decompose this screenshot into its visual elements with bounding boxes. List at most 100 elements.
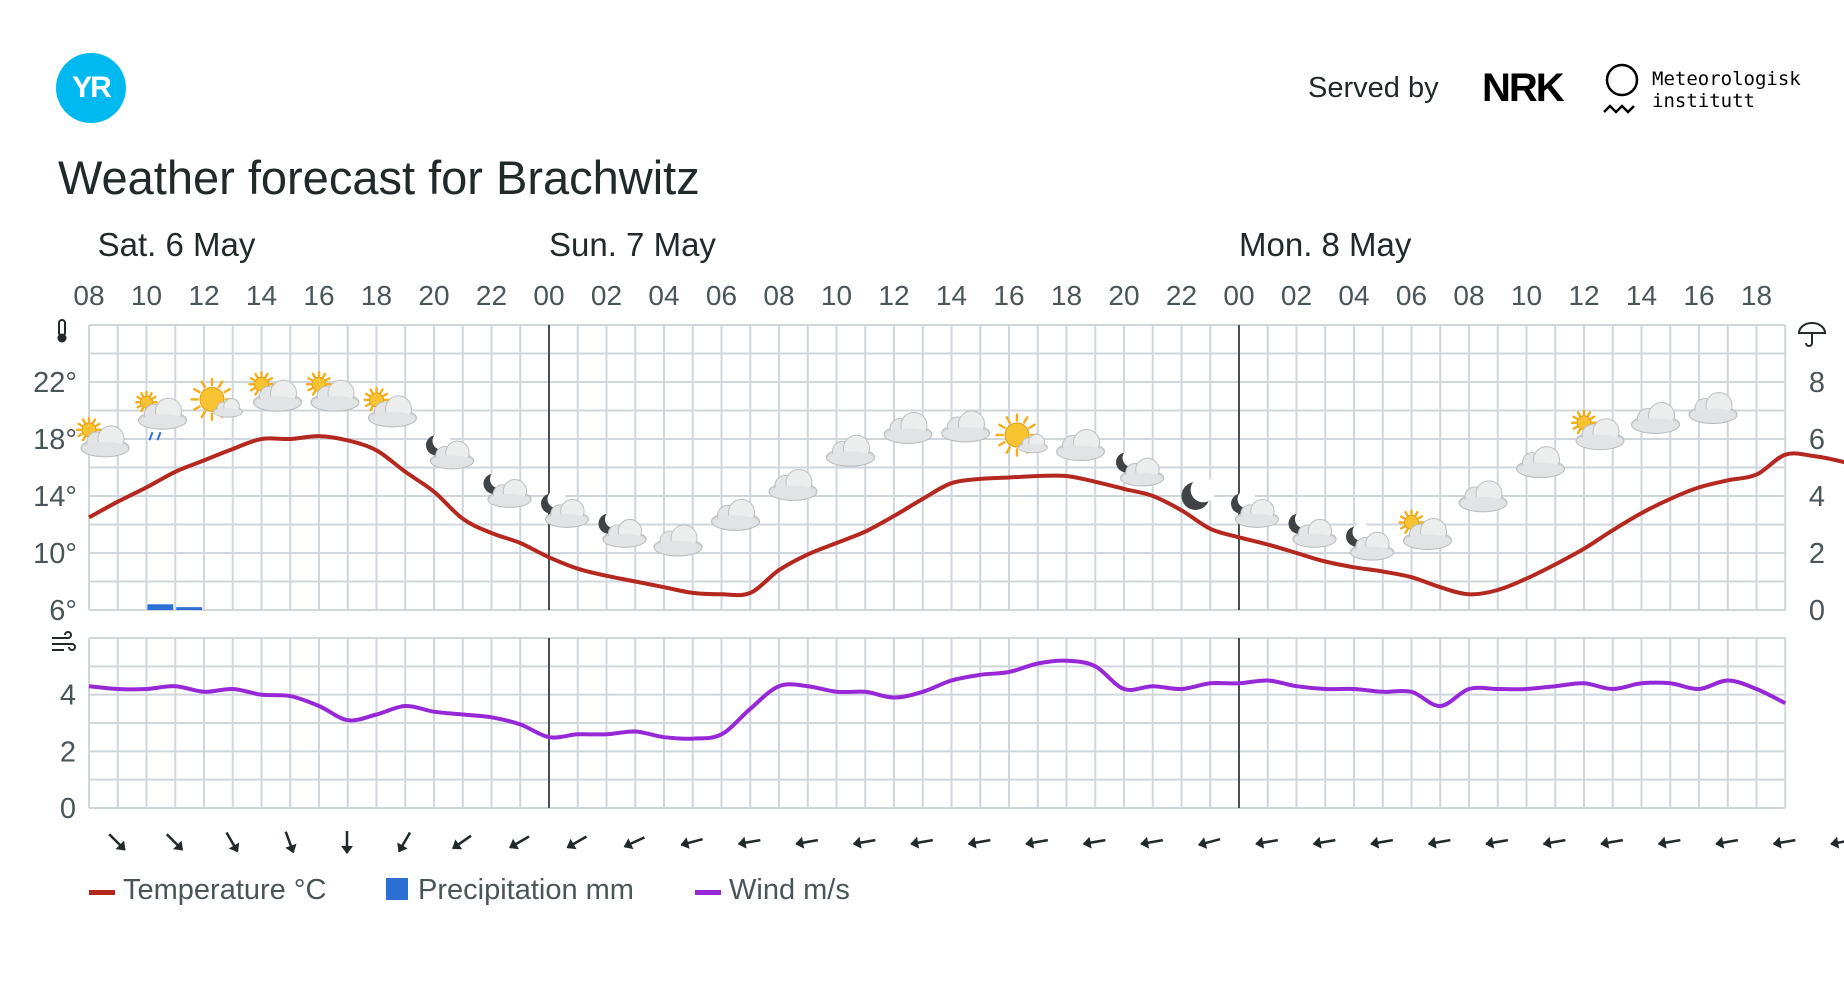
cloud-fill bbox=[1351, 546, 1393, 560]
wind-arrow-icon bbox=[852, 836, 876, 849]
sun-ray bbox=[321, 372, 327, 379]
sun-ray bbox=[307, 387, 313, 392]
wind-arrow-icon bbox=[397, 831, 412, 853]
wind-arrow-icon bbox=[165, 833, 184, 851]
sun-ray bbox=[91, 418, 97, 424]
hour-label: 22 bbox=[1166, 280, 1197, 311]
wind-arrow-head bbox=[228, 842, 240, 853]
sun-ray bbox=[254, 390, 259, 396]
sun-ray bbox=[1572, 415, 1578, 420]
cloud-fill bbox=[254, 396, 301, 411]
wind-arrow-head bbox=[397, 842, 408, 853]
wind-arrow-icon bbox=[1657, 836, 1681, 849]
partly-cloudy-day-icon bbox=[305, 371, 360, 412]
wind-arrow-icon bbox=[509, 835, 530, 850]
temp-tick-label: 22° bbox=[33, 367, 77, 399]
cloud-fill bbox=[1236, 513, 1278, 527]
wind-arrow-head bbox=[795, 836, 805, 849]
legend-temperature-swatch bbox=[89, 890, 115, 895]
hour-label: 10 bbox=[1511, 280, 1542, 311]
legend-wind-swatch bbox=[695, 890, 721, 895]
hour-label: 10 bbox=[131, 280, 162, 311]
hour-label: 12 bbox=[188, 280, 219, 311]
hour-label: 00 bbox=[533, 280, 564, 311]
hour-label: 20 bbox=[1108, 280, 1139, 311]
partly-cloudy-night-icon bbox=[541, 490, 590, 528]
light-rain-partly-cloudy-icon bbox=[135, 390, 187, 441]
sun-ray bbox=[1572, 425, 1578, 430]
sun-ray bbox=[1005, 446, 1012, 454]
yr-logo[interactable]: YR bbox=[56, 53, 126, 123]
wind-arrow-icon bbox=[680, 837, 703, 849]
sun-ray bbox=[311, 390, 317, 396]
sun-ray bbox=[140, 407, 145, 413]
day-label: Mon. 8 May bbox=[1239, 226, 1412, 263]
cloud-fill bbox=[1517, 462, 1564, 477]
wind-arrow-icon bbox=[967, 836, 991, 849]
temp-tick-label: 10° bbox=[33, 538, 77, 570]
wind-arrow-head bbox=[1025, 836, 1035, 849]
wind-arrow-head bbox=[680, 837, 690, 849]
sun-ray bbox=[151, 395, 157, 400]
wind-arrow-icon bbox=[108, 833, 126, 851]
wind-arrow-head bbox=[452, 839, 463, 850]
cloud-fill bbox=[1019, 443, 1047, 453]
umbrella-handle bbox=[1805, 333, 1813, 347]
sun-ray bbox=[200, 380, 207, 389]
sun-ray bbox=[1028, 423, 1036, 430]
cloud-fill bbox=[1404, 534, 1451, 549]
sun-ray bbox=[369, 405, 374, 412]
hour-label: 14 bbox=[246, 280, 277, 311]
sun-ray bbox=[382, 392, 389, 397]
sun-ray bbox=[1417, 515, 1424, 520]
sun-ray bbox=[264, 372, 269, 379]
wind-arrow-icon bbox=[284, 831, 297, 854]
sun-ray bbox=[1404, 528, 1409, 535]
wind-arrow-head bbox=[1370, 836, 1380, 849]
sun-ray bbox=[1404, 510, 1409, 517]
wind-arrow-icon bbox=[1485, 836, 1509, 849]
cloudy-icon bbox=[653, 524, 703, 557]
umbrella-canopy bbox=[1797, 322, 1827, 334]
wind-strokes bbox=[52, 631, 76, 651]
temp-tick-label: 6° bbox=[49, 595, 77, 627]
wind-arrow-icon bbox=[1830, 836, 1844, 849]
moon-cutout bbox=[605, 510, 623, 529]
wind-arrow-head bbox=[1427, 836, 1437, 849]
cloud-fill bbox=[655, 541, 701, 556]
hour-label: 16 bbox=[303, 280, 334, 311]
sun-ray bbox=[364, 402, 371, 408]
wind-arrow-head bbox=[1312, 836, 1322, 849]
hour-label: 12 bbox=[878, 280, 909, 311]
cloudy-icon bbox=[711, 498, 760, 531]
hour-label: 06 bbox=[706, 280, 737, 311]
cloud-fill bbox=[603, 533, 646, 547]
cloudy-icon bbox=[1516, 446, 1565, 479]
sun-ray bbox=[193, 405, 201, 411]
partly-cloudy-day-icon bbox=[248, 371, 302, 412]
partly-cloudy-night-icon bbox=[1116, 448, 1165, 487]
met-line-2: institutt bbox=[1652, 90, 1755, 112]
sun-ray bbox=[1576, 411, 1582, 417]
cloud-fill bbox=[214, 408, 242, 417]
hour-label: 20 bbox=[418, 280, 449, 311]
cloudy-icon bbox=[1056, 429, 1105, 462]
wind-arrow-icon bbox=[1312, 836, 1336, 849]
sun-ray bbox=[223, 387, 231, 394]
served-by-label: Served by bbox=[1308, 72, 1439, 104]
temp-tick-label: 18° bbox=[33, 424, 77, 456]
wind-arrow-head bbox=[115, 840, 126, 851]
wind-tick-label: 0 bbox=[60, 793, 76, 825]
sun-ray bbox=[193, 387, 201, 394]
moon-cutout bbox=[1237, 490, 1256, 509]
partly-cloudy-night-icon bbox=[1288, 510, 1337, 548]
wind-arrow-head bbox=[509, 838, 520, 850]
cloudy-icon bbox=[1688, 392, 1738, 424]
hour-label: 08 bbox=[73, 280, 104, 311]
nrk-logo[interactable]: NRK bbox=[1482, 66, 1565, 110]
met-institute-logo[interactable]: Meteorologisk institutt bbox=[1652, 68, 1801, 112]
sun-ray bbox=[307, 377, 313, 382]
wind-arrow-icon bbox=[1715, 836, 1739, 849]
wind-arrow-icon bbox=[1255, 836, 1279, 849]
legend-precipitation-swatch bbox=[386, 878, 408, 900]
